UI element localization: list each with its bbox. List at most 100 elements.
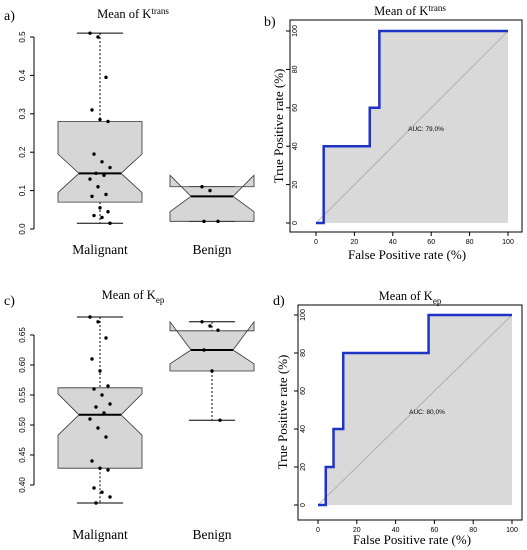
panel-a-data-point: [104, 192, 108, 197]
panel-a-data-point: [92, 152, 96, 156]
panel-b-plot-area: 0 20 40 60 80 100 0 20 40 60 80 100 AUC: 79,0%: [286, 25, 514, 246]
panel-b-letter: b): [264, 15, 276, 30]
panel-d-x-tick-label: 20: [353, 527, 361, 534]
panel-c-y-tick-label: 0.60: [18, 357, 27, 373]
panel-b-x-tick-label: 80: [466, 239, 474, 246]
panel-c-y-tick-label: 0.50: [18, 417, 27, 433]
panel-b-ylabel: True Positive rate (%): [271, 69, 286, 184]
panel-c-title-main: Mean of K: [102, 288, 156, 302]
panel-c-data-point: [96, 426, 100, 430]
panel-a-y-tick-label: 0.2: [18, 146, 27, 158]
panel-a-malignant-box: [57, 121, 143, 203]
panel-b-xlabel: False Positive rate (%): [348, 247, 466, 262]
panel-c-data-point: [92, 387, 96, 391]
panel-c-data-point: [216, 328, 220, 332]
panel-d-ylabel: True Positive rate (%): [275, 355, 290, 470]
panel-c-y-tick-label: 0.40: [18, 477, 27, 493]
panel-a-data-point: [102, 173, 106, 177]
panel-c-data-point: [106, 384, 110, 388]
panel-d-x-tick-label: 80: [469, 527, 477, 534]
panel-c-data-point: [94, 501, 98, 505]
panel-d-y-tick-label: 100: [300, 309, 307, 321]
panel-c-category-benign: Benign: [193, 527, 232, 542]
panel-d-roc: d) Mean of Kep 0 20 40 60 80 100 0 20 40 60 80 100 A…: [273, 289, 523, 547]
panel-d-plot-area: 0 20 40 60 80 100 0 20 40 60 80 100 AUC: 80,0%: [294, 309, 518, 534]
panel-d-y-tick-label: 40: [300, 425, 307, 433]
panel-c-data-point: [210, 369, 214, 373]
panel-d-y-tick-label: 60: [300, 387, 307, 395]
panel-c-y-axis: 0.40 0.45 0.50 0.55 0.60 0.65: [18, 327, 35, 493]
panel-c-y-tick-label: 0.45: [18, 447, 27, 463]
panel-c-data-point: [218, 418, 222, 422]
panel-a-data-point: [92, 213, 96, 218]
panel-d-title-main: Mean of K: [379, 289, 433, 303]
panel-b-title-sup: trans: [428, 3, 446, 13]
panel-c-letter: c): [4, 294, 15, 309]
panel-b-y-tick-label: 0: [292, 221, 299, 225]
panel-c-boxplot: c) Mean of Kep 0.400.450.500.550.600.65 …: [4, 288, 255, 542]
panel-a-title: Mean of Ktrans: [97, 6, 169, 21]
panel-a-data-point: [90, 194, 94, 199]
panel-a-category-malignant: Malignant: [72, 242, 128, 257]
panel-a-y-tick-label: 0.3: [18, 108, 27, 120]
panel-b-frame: [289, 19, 523, 233]
panel-a-data-point: [208, 188, 212, 193]
panel-a-data-point: [202, 219, 206, 224]
panel-a-data-point: [106, 119, 110, 124]
panel-d-diagonal: [317, 314, 513, 506]
panel-a-data-point: [88, 177, 92, 181]
panel-b-y-tick-label: 100: [292, 25, 299, 37]
panel-b-diagonal: [315, 30, 509, 224]
panel-a-title-main: Mean of K: [97, 7, 151, 21]
panel-c-malignant-box: [57, 387, 143, 469]
panel-b-y-tick-label: 40: [292, 142, 299, 150]
panel-a-letter: a): [4, 9, 15, 24]
panel-c-data-point: [102, 411, 106, 415]
panel-a-plot-area: [57, 31, 255, 225]
panel-c-data-point: [108, 402, 112, 406]
panel-c-data-point: [98, 369, 102, 373]
panel-a-data-point: [96, 185, 100, 189]
panel-d-x-tick-label: 60: [431, 527, 439, 534]
panel-c-data-point: [100, 393, 104, 397]
panel-a-data-point: [98, 117, 102, 122]
panel-d-x-tick-label: 40: [392, 527, 400, 534]
panel-a-data-point: [94, 171, 98, 176]
panel-c-data-point: [98, 466, 102, 470]
panel-c-data-point: [202, 348, 206, 352]
panel-a-title-sup: trans: [151, 6, 169, 16]
panel-a-benign-box: [169, 174, 255, 222]
panel-d-frame: [297, 304, 523, 521]
panel-b-y-tick-label: 60: [292, 104, 299, 112]
panel-d-roc-curve: [318, 313, 512, 507]
panel-a-data-point: [96, 35, 100, 39]
panel-a-y-tick-label: 0.0: [18, 223, 27, 235]
panel-b-auc-label: AUC: 79,0%: [408, 126, 444, 133]
panel-d-y-tick-label: 20: [300, 463, 307, 471]
panel-b-x-tick-label: 100: [502, 239, 514, 246]
panel-a-category-benign: Benign: [193, 242, 232, 257]
panel-d-y-tick-label: 80: [300, 349, 307, 357]
panel-c-data-point: [96, 320, 100, 324]
panel-b-y-tick-label: 20: [292, 181, 299, 189]
panel-a-data-point: [108, 221, 112, 225]
panel-b-x-tick-label: 0: [314, 239, 318, 246]
panel-b-x-tick-label: 20: [351, 239, 359, 246]
panel-b-y-tick-label: 80: [292, 65, 299, 73]
panel-d-letter: d): [273, 294, 285, 309]
panel-c-data-point: [90, 459, 94, 463]
panel-a-data-point: [100, 160, 104, 164]
panel-b-x-tick-label: 60: [427, 239, 435, 246]
panel-a-data-point: [106, 210, 110, 214]
panel-a-data-point: [108, 165, 112, 170]
panel-a-data-point: [90, 108, 94, 112]
panel-d-title: Mean of Kep: [379, 289, 442, 306]
panel-c-benign-box: [169, 320, 255, 372]
panel-a-y-axis: 0.0 0.1 0.2 0.3 0.4 0.5: [18, 31, 35, 235]
panel-c-data-point: [208, 324, 212, 328]
panel-c-plot-area: [57, 315, 255, 505]
panel-c-data-point: [108, 495, 112, 499]
panel-a-data-point: [104, 75, 108, 80]
panel-a-y-tick-label: 0.5: [18, 31, 27, 43]
panel-c-data-point: [200, 320, 204, 324]
